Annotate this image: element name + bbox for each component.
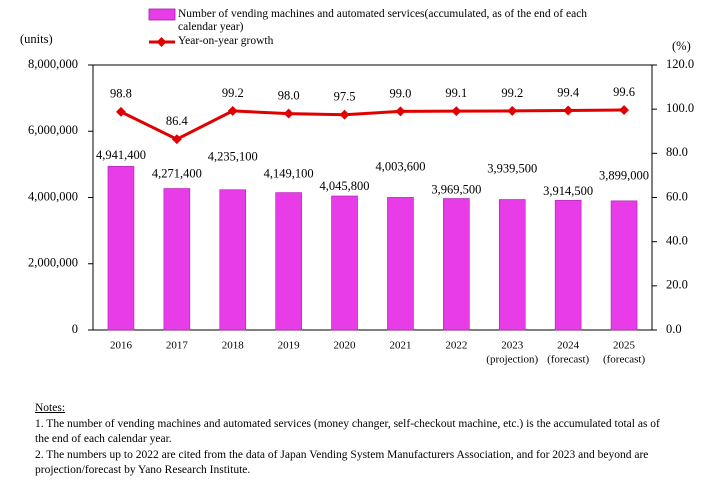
- line-value-label: 99.1: [445, 86, 467, 100]
- bar-value-label: 4,941,400: [96, 148, 146, 162]
- y2-tick-label: 120.0: [666, 57, 694, 71]
- note-item: 1. The number of vending machines and au…: [35, 417, 660, 446]
- x-tick-label: 2024: [557, 340, 580, 352]
- y2-tick-label: 80.0: [666, 145, 688, 159]
- bar: [219, 189, 247, 331]
- line-value-label: 99.4: [557, 85, 580, 99]
- bar-value-label: 4,003,600: [375, 159, 425, 173]
- bar: [498, 199, 526, 331]
- line: [120, 108, 625, 141]
- legend-marker: [156, 37, 167, 47]
- y-tick-label: 0: [72, 322, 78, 336]
- y-axis-label: (units): [20, 32, 53, 46]
- x-tick-label: 2019: [278, 340, 301, 352]
- line-marker: [283, 108, 294, 119]
- x-tick-label: 2025: [613, 340, 636, 352]
- line-marker: [563, 105, 574, 116]
- bar: [387, 197, 414, 331]
- x-tick-sublabel: (projection): [486, 354, 538, 366]
- line-marker: [619, 105, 629, 115]
- y2-axis-label: (%): [672, 39, 691, 53]
- bar: [107, 166, 135, 331]
- bar-value-label: 4,149,100: [264, 166, 314, 180]
- legend-label: Year-on-year growth: [178, 35, 274, 47]
- notes: Notes: 1. The number of vending machines…: [35, 401, 675, 479]
- x-tick-sublabel: (forecast): [603, 354, 645, 366]
- bar-value-label: 3,914,500: [543, 184, 593, 198]
- x-tick-sublabel: (forecast): [547, 354, 589, 366]
- bar-value-label: 4,271,400: [152, 166, 202, 180]
- bar: [163, 188, 191, 331]
- line-value-label: 86.4: [166, 114, 189, 128]
- line-marker: [116, 106, 126, 117]
- y-tick-label: 4,000,000: [28, 189, 78, 203]
- line-value-label: 98.8: [110, 87, 132, 101]
- line-marker: [395, 106, 406, 117]
- y-tick-label: 6,000,000: [28, 123, 78, 137]
- bar-value-label: 3,969,500: [431, 182, 481, 196]
- line-value-label: 99.2: [501, 86, 523, 100]
- x-tick-label: 2020: [334, 340, 357, 352]
- bar: [275, 192, 302, 331]
- bar-value-label: 3,899,000: [599, 169, 649, 183]
- bar-value-label: 4,235,100: [208, 150, 258, 164]
- bar-value-label: 3,939,500: [487, 161, 537, 175]
- line-value-label: 99.0: [390, 86, 412, 100]
- line-marker: [227, 105, 238, 116]
- x-tick-label: 2021: [389, 340, 411, 352]
- x-tick-label: 2017: [166, 340, 189, 352]
- x-tick-label: 2022: [445, 340, 467, 352]
- y-tick-label: 2,000,000: [28, 256, 78, 270]
- line-marker: [171, 134, 182, 145]
- y2-tick-label: 60.0: [666, 189, 688, 203]
- bar-value-label: 4,045,800: [320, 179, 370, 193]
- y2-tick-label: 40.0: [666, 234, 688, 248]
- bar: [610, 200, 638, 331]
- line-value-label: 99.6: [613, 85, 635, 99]
- legend-swatch-bar: [148, 8, 176, 21]
- bar: [554, 200, 582, 331]
- line-marker: [339, 109, 350, 120]
- x-tick-label: 2018: [222, 340, 245, 352]
- chart: (units) (%) 0 2,000,000 4,000,000 6,000,000…: [20, 8, 694, 366]
- notes-title: Notes:: [35, 402, 66, 414]
- line-value-label: 98.0: [278, 88, 300, 102]
- y2-tick-label: 20.0: [666, 278, 688, 292]
- line-value-label: 99.2: [222, 86, 244, 100]
- note-item: 2. The numbers up to 2022 are cited from…: [35, 448, 649, 477]
- y2-tick-label: 0.0: [666, 322, 682, 336]
- y-tick-label: 8,000,000: [28, 57, 78, 71]
- line-value-label: 97.5: [334, 90, 356, 104]
- x-tick-label: 2023: [501, 340, 524, 352]
- legend-label: Number of vending machines and automated…: [178, 8, 588, 33]
- line-marker: [507, 105, 518, 116]
- bar: [443, 198, 470, 331]
- line-marker: [451, 106, 462, 117]
- bar: [331, 195, 358, 331]
- y2-tick-label: 100.0: [666, 101, 694, 115]
- x-tick-label: 2016: [110, 340, 133, 352]
